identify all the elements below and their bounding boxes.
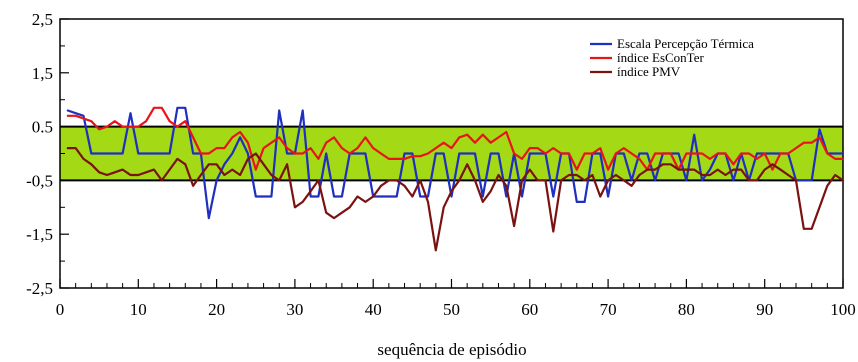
y-tick-label: -2,5	[26, 279, 53, 298]
x-tick-label: 70	[600, 300, 617, 319]
x-tick-label: 100	[830, 300, 856, 319]
series-line-1	[66, 106, 845, 220]
x-tick-label: 40	[365, 300, 382, 319]
series-layer	[66, 106, 845, 252]
y-tick-label: 1,5	[32, 64, 53, 83]
x-tick-label: 30	[286, 300, 303, 319]
x-tick-label: 50	[443, 300, 460, 319]
x-tick-label: 60	[521, 300, 538, 319]
axis-layer: 0 10 20 30 40 50 60 70 80 90 100 2,5 1,5 0.5 -0,5 -1,5 -…	[26, 10, 856, 319]
legend-label-2: índice EsConTer	[617, 50, 704, 65]
legend-label-3: índice PMV	[617, 64, 681, 79]
x-axis-title: sequência de episódio	[377, 340, 526, 359]
x-tick-label: 20	[208, 300, 225, 319]
legend-label-1: Escala Percepção Térmica	[617, 36, 754, 51]
series-line-2	[66, 106, 845, 171]
y-tick-label: 2,5	[32, 10, 53, 29]
x-tick-label: 0	[56, 300, 65, 319]
x-tick-label: 90	[756, 300, 773, 319]
series-line-3	[66, 147, 845, 252]
y-tick-label: -0,5	[26, 171, 53, 190]
y-tick-label: 0.5	[32, 118, 53, 137]
x-tick-label: 10	[130, 300, 147, 319]
y-tick-label: -1,5	[26, 225, 53, 244]
x-tick-label: 80	[678, 300, 695, 319]
